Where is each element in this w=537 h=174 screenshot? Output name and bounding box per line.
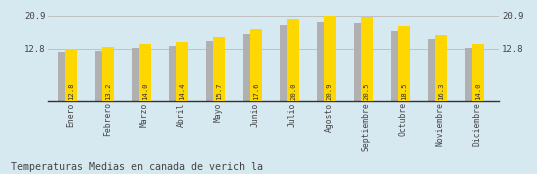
Text: 20.9: 20.9 <box>327 82 333 100</box>
Bar <box>102 47 114 101</box>
Bar <box>65 49 77 101</box>
Bar <box>435 35 447 101</box>
Bar <box>317 22 329 101</box>
Bar <box>132 48 144 101</box>
Bar <box>243 34 255 101</box>
Text: Temperaturas Medias en canada de verich la: Temperaturas Medias en canada de verich … <box>11 162 263 172</box>
Text: 20.0: 20.0 <box>290 82 296 100</box>
Bar <box>398 26 410 101</box>
Text: 14.0: 14.0 <box>475 82 481 100</box>
Bar <box>472 44 484 101</box>
Text: 16.3: 16.3 <box>438 82 444 100</box>
Text: 20.5: 20.5 <box>364 82 370 100</box>
Text: 14.4: 14.4 <box>179 82 185 100</box>
Bar <box>176 42 188 101</box>
Bar <box>324 16 336 101</box>
Bar <box>213 37 225 101</box>
Bar <box>391 31 403 101</box>
Bar <box>361 17 373 101</box>
Bar <box>206 41 218 101</box>
Text: 12.8: 12.8 <box>68 82 74 100</box>
Bar <box>287 19 299 101</box>
Bar <box>354 23 366 101</box>
Bar <box>169 46 181 101</box>
Text: 14.0: 14.0 <box>142 82 148 100</box>
Bar <box>465 48 477 101</box>
Bar <box>95 51 107 101</box>
Bar <box>58 52 70 101</box>
Bar <box>428 39 440 101</box>
Text: 15.7: 15.7 <box>216 82 222 100</box>
Text: 13.2: 13.2 <box>105 82 111 100</box>
Text: 17.6: 17.6 <box>253 82 259 100</box>
Bar <box>280 25 292 101</box>
Bar <box>250 29 262 101</box>
Text: 18.5: 18.5 <box>401 82 407 100</box>
Bar <box>139 44 151 101</box>
